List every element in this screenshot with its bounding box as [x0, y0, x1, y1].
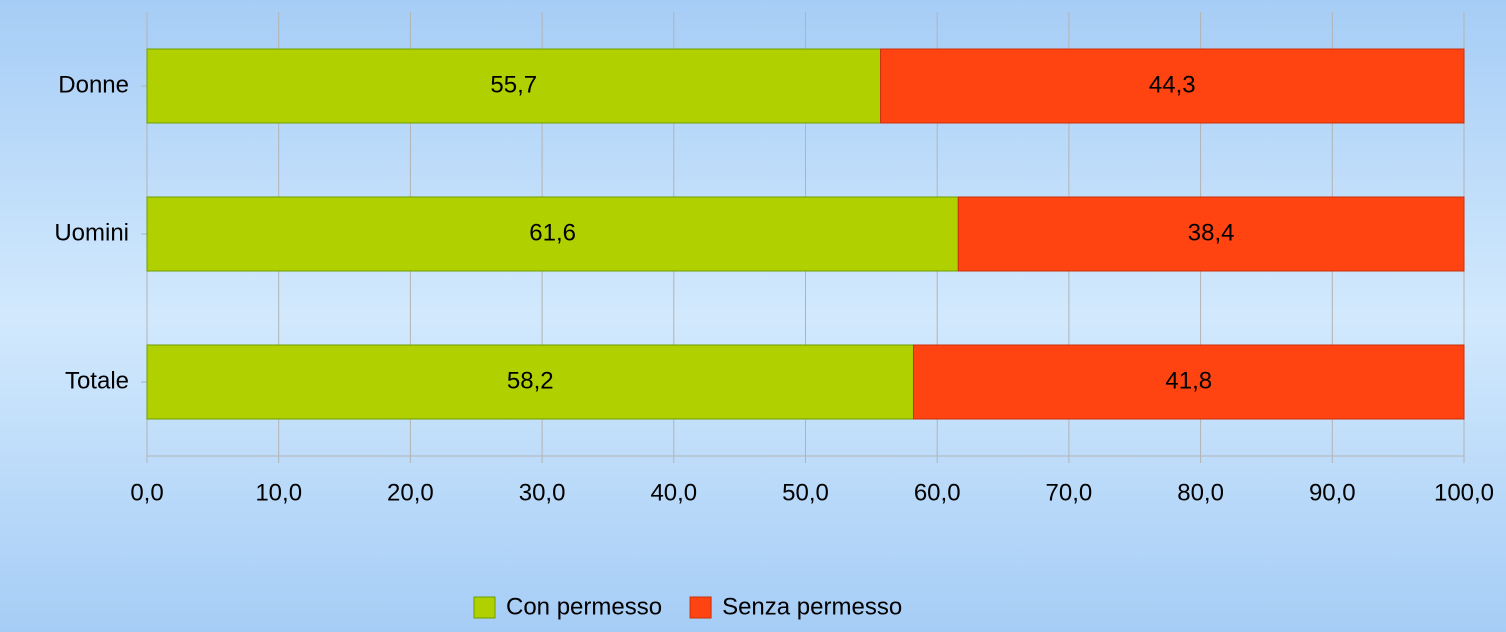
y-tick-label: Totale: [65, 367, 129, 394]
x-tick-label: 50,0: [782, 479, 829, 506]
y-tick-label: Donne: [58, 71, 129, 98]
legend-label: Con permesso: [506, 593, 662, 620]
legend-swatch: [473, 596, 496, 619]
x-tick-label: 0,0: [130, 479, 163, 506]
data-label: 55,7: [490, 71, 537, 98]
x-tick-label: 70,0: [1046, 479, 1093, 506]
legend-swatch: [689, 596, 712, 619]
y-tick-label: Uomini: [54, 219, 129, 246]
bar-segment: [146, 48, 882, 124]
bar-segment: [957, 196, 1465, 272]
legend-label: Senza permesso: [722, 593, 902, 620]
bar-segment: [880, 48, 1465, 124]
data-label: 61,6: [529, 219, 576, 246]
bar-segment: [146, 344, 914, 420]
data-label: 38,4: [1188, 219, 1235, 246]
data-label: 41,8: [1165, 367, 1212, 394]
bar-segment: [146, 196, 959, 272]
x-tick-label: 20,0: [387, 479, 434, 506]
x-tick-label: 90,0: [1309, 479, 1356, 506]
bar-segment: [912, 344, 1465, 420]
x-tick-label: 100,0: [1434, 479, 1494, 506]
x-tick-label: 60,0: [914, 479, 961, 506]
x-tick-label: 10,0: [255, 479, 302, 506]
x-tick-label: 30,0: [519, 479, 566, 506]
x-tick-label: 80,0: [1177, 479, 1224, 506]
x-tick-label: 40,0: [650, 479, 697, 506]
data-label: 58,2: [507, 367, 554, 394]
data-label: 44,3: [1149, 71, 1196, 98]
